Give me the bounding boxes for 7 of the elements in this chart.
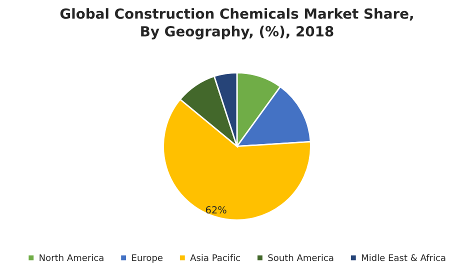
legend-label: South America [268,254,334,262]
data-label: 62% [206,206,226,214]
legend-label: Asia Pacific [190,254,240,262]
legend-label: North America [40,254,104,262]
legend-label: Midle East & Africa [362,254,446,262]
legend-label: Europe [132,254,163,263]
chart-title: Global Construction Chemicals Market Share, By Geography, (%), 2018 [60,8,413,40]
